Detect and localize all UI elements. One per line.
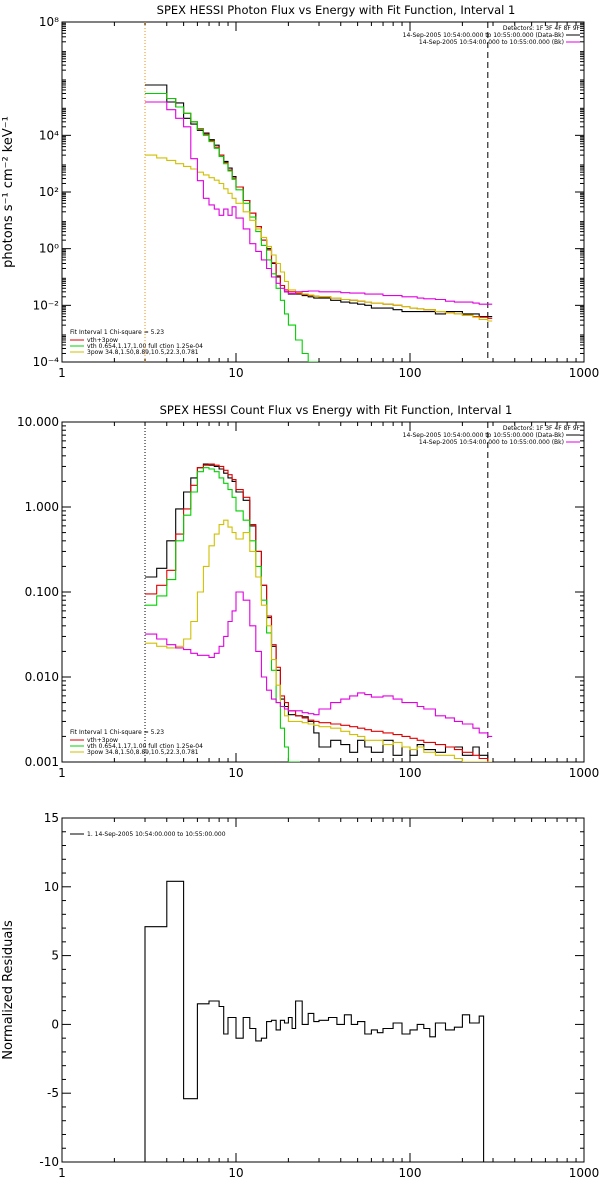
fit-label-count: Fit Interval 1 Chi-square = 5.23 xyxy=(70,729,164,736)
panel-count-flux: SPEX HESSI Count Flux vs Energy with Fit… xyxy=(17,403,599,780)
x-tick-label: 100 xyxy=(399,1166,422,1180)
legend-label-3pow: 3pow 34.8,1.50,8.89,10.5,22.3,0.781 xyxy=(87,349,199,356)
x-tick-label: 1000 xyxy=(569,766,600,780)
header-line-count-bk: 14-Sep-2005 10:54:00.000 to 10:55:00.000… xyxy=(419,439,564,446)
header-line-photon-bk: 14-Sep-2005 10:54:00.000 to 10:55:00.000… xyxy=(419,39,564,46)
y-tick-label: 10 xyxy=(44,880,59,894)
plot-frame-count xyxy=(61,421,585,763)
y-tick-label: 10.000 xyxy=(17,415,59,429)
x-tick-label: 1000 xyxy=(569,1166,600,1180)
x-tick-label: 1000 xyxy=(569,366,600,380)
x-tick-label: 10 xyxy=(228,766,243,780)
series-vth xyxy=(145,467,300,762)
y-tick-label: 0.100 xyxy=(25,585,59,599)
x-tick-label: 10 xyxy=(228,1166,243,1180)
series-group xyxy=(145,463,493,762)
y-tick-label: 10² xyxy=(39,185,59,199)
y-tick-label: 10⁻⁴ xyxy=(33,355,60,369)
x-tick-label: 1 xyxy=(58,1166,66,1180)
fit-label-photon: Fit Interval 1 Chi-square = 5.23 xyxy=(70,329,164,336)
y-tick-label: 10⁰ xyxy=(39,242,59,256)
header-line-photon-data: 14-Sep-2005 10:54:00.000 to 10:55:00.000… xyxy=(403,32,564,39)
y-tick-label: 0.001 xyxy=(25,755,59,769)
legend-label-residuals: 1. 14-Sep-2005 10:54:00.000 to 10:55:00.… xyxy=(87,831,226,838)
y-axis-label-photon: photons s⁻¹ cm⁻² keV⁻¹ xyxy=(1,116,16,268)
x-tick-label: 1 xyxy=(58,766,66,780)
chart-title-photon: SPEX HESSI Photon Flux vs Energy with Fi… xyxy=(157,3,516,17)
series-bk xyxy=(145,591,493,737)
legend-label-3pow: 3pow 34.8,1.50,8.89,10.5,22.3,0.781 xyxy=(87,749,199,756)
legend-label-vth3pow: vth+3pow xyxy=(87,337,118,344)
detectors-label-count: Detectors: 1F 3F 4F 8F 9F xyxy=(503,425,581,432)
y-tick-label: 10⁴ xyxy=(39,128,59,142)
series-3pow xyxy=(145,154,493,322)
series-3pow xyxy=(145,519,493,762)
y-tick-label: 1.000 xyxy=(25,500,59,514)
chart-title-count: SPEX HESSI Count Flux vs Energy with Fit… xyxy=(160,403,513,417)
panel-residuals: Normalized Residuals 1. 14-Sep-2005 10:5… xyxy=(1,811,599,1180)
y-tick-label: 0 xyxy=(51,1017,59,1031)
y-tick-label: 0.010 xyxy=(25,670,59,684)
series-group xyxy=(145,84,493,362)
series-vth xyxy=(145,92,319,362)
x-tick-label: 1 xyxy=(58,366,66,380)
y-tick-label: -10 xyxy=(39,1155,59,1169)
legend-photon: vth+3pow vth 0.654,1.17,1.00 full ction … xyxy=(70,337,203,356)
series-bk xyxy=(145,101,493,305)
y-axis-label-residuals: Normalized Residuals xyxy=(1,920,16,1060)
x-tick-label: 100 xyxy=(399,766,422,780)
y-tick-label: 10⁻² xyxy=(33,298,60,312)
header-line-count-data: 14-Sep-2005 10:54:00.000 to 10:55:00.000… xyxy=(403,432,564,439)
y-tick-label: 10⁸ xyxy=(39,15,59,29)
panel-photon-flux: SPEX HESSI Photon Flux vs Energy with Fi… xyxy=(1,3,599,380)
legend-count: vth+3pow vth 0.654,1.17,1.00 full ction … xyxy=(70,737,203,756)
y-tick-label: -5 xyxy=(47,1086,59,1100)
x-tick-label: 100 xyxy=(399,366,422,380)
x-tick-label: 10 xyxy=(228,366,243,380)
y-tick-label: 15 xyxy=(44,811,59,825)
detectors-label-photon: Detectors: 1F 3F 4F 8F 9F xyxy=(503,25,581,32)
series-group xyxy=(144,880,485,1162)
legend-label-vth3pow: vth+3pow xyxy=(87,737,118,744)
y-tick-label: 5 xyxy=(51,949,59,963)
series-residuals xyxy=(144,880,485,1162)
plot-frame-residuals xyxy=(61,817,585,1163)
plot-frame-photon xyxy=(61,21,585,363)
series-data-bk xyxy=(145,84,493,318)
